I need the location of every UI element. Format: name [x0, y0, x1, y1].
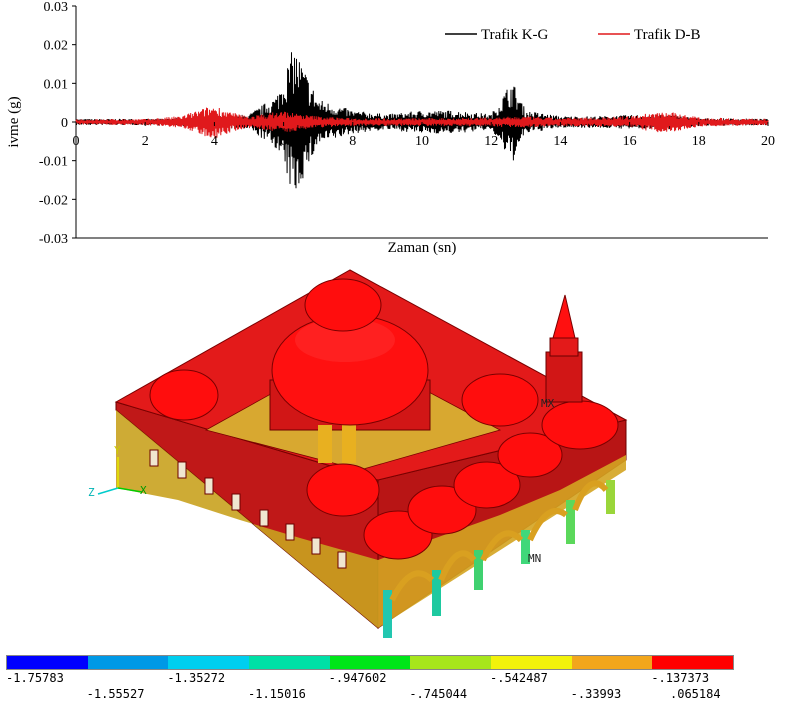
axis-triad: Y Z X [88, 444, 147, 499]
window [177, 461, 187, 479]
y-tick-label: 0.01 [44, 77, 69, 92]
window [311, 537, 321, 555]
colorbar-label: -.745044 [409, 687, 468, 701]
x-tick-label: 8 [349, 134, 356, 149]
legend: Trafik K-G Trafik D-B [445, 27, 701, 43]
colorbar-label: -1.15016 [248, 687, 306, 701]
x-axis-title: Zaman (sn) [388, 240, 457, 256]
secondary-domes [149, 278, 619, 560]
colorbar-label: -.33993 [570, 687, 622, 701]
window [337, 551, 347, 569]
colorbar-label: -.542487 [490, 671, 548, 685]
colorbar-label: -1.75783 [6, 671, 64, 685]
max-marker: MX [541, 397, 555, 410]
window [285, 523, 295, 541]
column [383, 590, 392, 638]
series-line-d-b [75, 107, 769, 139]
y-tick-label: 0.03 [44, 0, 69, 15]
window [259, 509, 269, 527]
y-tick-label: -0.02 [39, 193, 68, 208]
arcade-columns [383, 480, 615, 638]
y-tick-label: -0.01 [39, 155, 68, 170]
colorbar-segment [571, 656, 653, 669]
colorbar-segment [410, 656, 492, 669]
colorbar-label: -1.55527 [86, 687, 145, 701]
triad-y-label: Y [114, 444, 121, 457]
acceleration-chart: 0.03 0.02 0.01 0 -0.01 -0.02 -0.03 0 2 4 6 8 10 12 14… [6, 0, 775, 256]
colorbar-label: -.137373 [651, 671, 710, 685]
dome-highlight [295, 318, 395, 362]
colorbar-segment [329, 656, 411, 669]
colorbar-segment [87, 656, 169, 669]
x-tick-label: 2 [142, 134, 149, 149]
x-tick-label: 10 [415, 134, 429, 149]
drum-pier [342, 425, 356, 463]
colorbar [6, 655, 734, 670]
column [432, 570, 441, 616]
colorbar-segment [7, 656, 88, 669]
window [204, 477, 214, 495]
x-tick-label: 18 [692, 134, 706, 149]
x-tick-label: 0 [73, 134, 80, 149]
x-tick-label: 4 [211, 134, 218, 149]
minaret-shaft [545, 351, 583, 403]
y-axis-title: ivme (g) [6, 96, 22, 147]
column [474, 550, 483, 590]
arch [438, 550, 477, 582]
minaret-spire [552, 294, 576, 339]
colorbar-segment [249, 656, 330, 669]
y-tick-label: -0.03 [39, 232, 68, 247]
min-marker: MN [528, 552, 541, 565]
x-tick-label: 12 [484, 134, 498, 149]
column [606, 480, 615, 514]
triad-x-line [117, 487, 143, 493]
dome [306, 463, 380, 517]
legend-label-d-b: Trafik D-B [634, 27, 701, 43]
arch [527, 507, 568, 542]
colorbar-label: -.947602 [328, 671, 387, 685]
dome [497, 432, 563, 478]
y-ticks: 0.03 0.02 0.01 0 -0.01 -0.02 -0.03 [39, 0, 76, 247]
colorbar-segment [652, 656, 734, 669]
window [149, 449, 159, 467]
arch [389, 570, 435, 602]
drum-pier [318, 425, 332, 463]
x-ticks: 0 2 4 6 8 10 12 14 16 18 20 [73, 122, 775, 149]
series-layer [75, 52, 769, 189]
legend-label-k-g: Trafik K-G [481, 27, 549, 43]
x-tick-label: 6 [280, 134, 287, 149]
colorbar-segment [491, 656, 572, 669]
arch [572, 480, 609, 512]
triad-z-label: Z [88, 486, 95, 499]
colorbar-segment [168, 656, 250, 669]
column [566, 500, 575, 544]
dome [407, 485, 477, 535]
dome [453, 461, 521, 509]
y-tick-label: 0 [61, 116, 68, 131]
x-tick-label: 20 [761, 134, 775, 149]
triad-z-line [97, 487, 119, 495]
x-tick-label: 14 [553, 134, 567, 149]
minaret-balcony [549, 337, 579, 357]
main-dome-group [269, 314, 431, 463]
dome [149, 369, 219, 421]
window [231, 493, 241, 511]
windows [149, 449, 347, 569]
dome [461, 373, 539, 427]
colorbar-label: -1.35272 [167, 671, 226, 685]
minaret [545, 294, 583, 403]
dome [304, 278, 382, 332]
colorbar-label: .065184 [670, 687, 721, 701]
x-tick-label: 16 [623, 134, 637, 149]
triad-x-label: X [140, 484, 147, 497]
column [521, 530, 530, 564]
arch [480, 530, 524, 562]
y-tick-label: 0.02 [44, 39, 69, 54]
fem-model-view: MX MN Y Z X [88, 269, 628, 638]
